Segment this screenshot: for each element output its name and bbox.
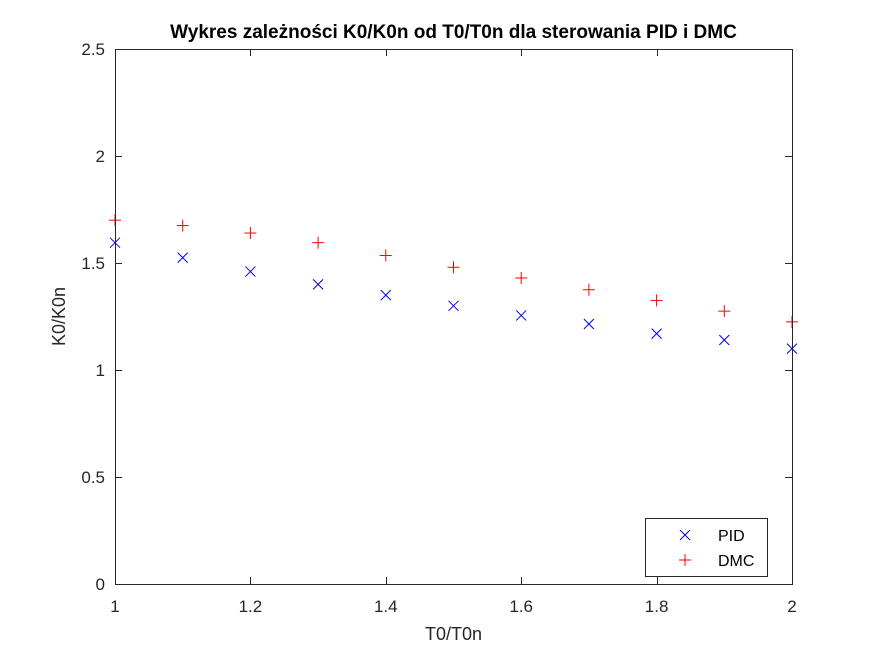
point-dmc <box>515 271 528 284</box>
point-dmc <box>718 305 731 318</box>
y-axis-label: K0/K0n <box>49 287 69 346</box>
x-tick-label: 1.8 <box>645 597 669 616</box>
point-pid <box>245 266 256 277</box>
y-tick-label: 2 <box>96 147 105 166</box>
legend-label-pid: PID <box>718 528 745 545</box>
legend: PID DMC <box>645 518 768 577</box>
x-tick-label: 2 <box>787 597 796 616</box>
point-dmc <box>244 227 257 240</box>
point-dmc <box>312 236 325 249</box>
point-pid <box>583 318 595 330</box>
point-dmc <box>650 294 663 307</box>
y-tick-label: 0 <box>96 575 105 594</box>
axes-box <box>115 49 793 585</box>
plot-area <box>115 49 792 584</box>
y-tick-label: 1.5 <box>81 254 105 273</box>
point-pid <box>312 279 324 290</box>
legend-box <box>645 518 768 577</box>
legend-marker-dmc <box>679 554 691 566</box>
point-dmc <box>379 249 392 262</box>
x-tick-label: 1 <box>110 597 119 616</box>
x-tick-label: 1.2 <box>239 597 263 616</box>
point-pid <box>651 328 662 339</box>
y-tick-label: 2.5 <box>81 40 105 59</box>
point-pid <box>718 334 730 346</box>
x-tick-label: 1.4 <box>374 597 398 616</box>
point-dmc <box>582 283 595 296</box>
y-tick-label: 1 <box>96 361 105 380</box>
chart-title: Wykres zależności K0/K0n od T0/T0n dla s… <box>170 22 737 43</box>
tick-labels: 1 1.2 1.4 1.6 1.8 2 0 0.5 1 1.5 2 2.5 <box>81 40 796 616</box>
x-tick-label: 1.6 <box>509 597 533 616</box>
legend-label-dmc: DMC <box>718 553 754 570</box>
point-pid <box>448 300 459 312</box>
point-pid <box>515 310 527 321</box>
point-pid <box>177 252 189 264</box>
x-axis-label: T0/T0n <box>425 624 482 644</box>
y-tick-label: 0.5 <box>81 468 105 487</box>
point-dmc <box>447 261 460 274</box>
point-dmc <box>176 219 189 232</box>
legend-marker-pid <box>679 529 691 541</box>
point-pid <box>380 289 392 301</box>
